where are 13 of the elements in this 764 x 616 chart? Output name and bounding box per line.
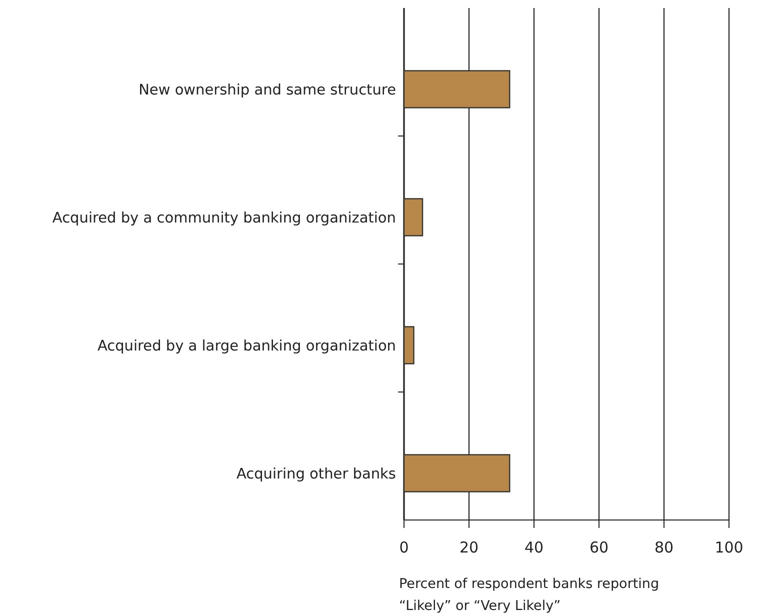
y-tick-label: Acquired by a community banking organization — [52, 210, 396, 226]
x-tick-label: 0 — [399, 538, 409, 557]
x-tick-label: 60 — [589, 538, 609, 557]
y-tick-label: New ownership and same structure — [138, 82, 396, 98]
x-tick-label: 100 — [714, 538, 744, 557]
x-tick-label: 20 — [459, 538, 479, 557]
bar — [403, 198, 424, 236]
y-tick-label: Acquired by a large banking organization — [97, 338, 396, 354]
x-tick-label: 40 — [524, 538, 544, 557]
x-tick-label: 80 — [654, 538, 674, 557]
bar — [403, 326, 414, 364]
y-tick-label: Acquiring other banks — [236, 466, 396, 482]
x-axis-title: Percent of respondent banks reporting “Likely” or “Very Likely” — [399, 576, 660, 614]
